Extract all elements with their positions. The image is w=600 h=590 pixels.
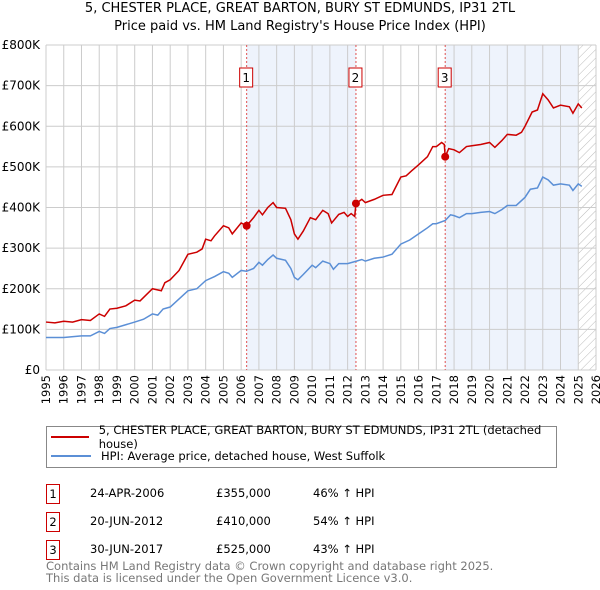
x-tick-label: 2026 — [589, 375, 600, 404]
x-tick-label: 2006 — [234, 375, 248, 404]
x-tick-label: 1996 — [57, 375, 71, 404]
footer-line-2: This data is licensed under the Open Gov… — [46, 571, 413, 585]
y-tick-label: £700K — [2, 79, 42, 93]
y-tick-label: £600K — [2, 119, 42, 133]
sale-price: £525,000 — [216, 542, 271, 556]
legend-label: 5, CHESTER PLACE, GREAT BARTON, BURY ST … — [98, 423, 542, 451]
x-tick-label: 2008 — [270, 375, 284, 404]
x-tick-label: 2000 — [128, 375, 142, 404]
x-tick-label: 2024 — [554, 375, 568, 404]
y-tick-label: £100K — [2, 322, 42, 336]
x-tick-label: 2023 — [536, 375, 550, 404]
sale-hpi-change: 54% ↑ HPI — [313, 514, 375, 528]
legend-item-hpi: HPI: Average price, detached house, West… — [51, 447, 385, 465]
x-tick-label: 2020 — [483, 375, 497, 404]
sale-label-box — [239, 67, 254, 88]
footer-line-1: Contains HM Land Registry data © Crown c… — [46, 559, 494, 573]
sale-label-box — [348, 67, 363, 88]
sale-price: £355,000 — [216, 486, 271, 500]
x-tick-label: 2003 — [181, 375, 195, 404]
x-tick-label: 2019 — [465, 375, 479, 404]
price-chart: 1995 1996 1997 1998 1999 2000 2001 2002 2003 2004… — [2, 38, 600, 404]
sale-hpi-change: 43% ↑ HPI — [313, 542, 375, 556]
y-tick-label: £0 — [25, 363, 40, 377]
x-tick-label: 2007 — [252, 375, 266, 404]
sale-point — [351, 199, 360, 208]
chart-title: 5, CHESTER PLACE, GREAT BARTON, BURY ST … — [84, 1, 516, 16]
x-tick-label: 2025 — [571, 375, 585, 404]
x-tick-label: 2016 — [412, 375, 426, 404]
y-tick-label: £200K — [2, 282, 42, 296]
x-tick-label: 1998 — [92, 375, 106, 404]
legend-label: HPI: Average price, detached house, West… — [101, 449, 386, 463]
sale-date: 20-JUN-2012 — [90, 514, 164, 528]
sale-label: 2 — [352, 71, 360, 85]
x-tick-label: 2022 — [518, 375, 532, 404]
sale-hpi-change: 46% ↑ HPI — [313, 486, 375, 500]
legend: 5, CHESTER PLACE, GREAT BARTON, BURY ST … — [46, 423, 557, 468]
hpi-line — [46, 176, 583, 339]
sale-date: 30-JUN-2017 — [90, 542, 164, 556]
sale-label: 1 — [242, 71, 250, 85]
x-tick-label: 2005 — [216, 375, 230, 404]
x-tick-label: 2010 — [305, 375, 319, 404]
legend-swatch-red — [51, 436, 89, 438]
x-tick-label: 2014 — [376, 375, 390, 404]
sale-price: £410,000 — [216, 514, 271, 528]
sale-number: 1 — [46, 484, 60, 504]
legend-swatch-blue — [51, 455, 91, 457]
sale-label-box — [437, 67, 452, 88]
x-tick-label: 2001 — [145, 375, 159, 404]
x-tick-label: 1999 — [110, 375, 124, 404]
y-tick-label: £500K — [2, 160, 42, 174]
sale-label: 3 — [441, 71, 449, 85]
x-tick-label: 2017 — [429, 375, 443, 404]
x-tick-label: 2011 — [323, 375, 337, 404]
chart-subtitle: Price paid vs. HM Land Registry's House … — [114, 19, 486, 34]
x-tick-label: 2012 — [341, 375, 355, 404]
x-tick-label: 2018 — [447, 375, 461, 404]
x-tick-label: 2009 — [287, 375, 301, 404]
y-tick-label: £300K — [2, 241, 42, 255]
sale-number: 2 — [46, 512, 60, 532]
x-tick-label: 2015 — [394, 375, 408, 404]
x-tick-label: 2004 — [199, 375, 213, 404]
property-price-line — [45, 92, 583, 324]
sale-point — [242, 221, 251, 230]
sale-point — [441, 152, 450, 161]
x-tick-label: 1997 — [74, 375, 88, 404]
x-tick-label: 2021 — [500, 375, 514, 404]
y-tick-label: £800K — [2, 38, 42, 52]
y-tick-label: £400K — [2, 201, 42, 215]
x-tick-label: 2013 — [358, 375, 372, 404]
x-tick-label: 1995 — [39, 375, 53, 404]
x-tick-label: 2002 — [163, 375, 177, 404]
sale-date: 24-APR-2006 — [90, 486, 165, 500]
legend-item-property: 5, CHESTER PLACE, GREAT BARTON, BURY ST … — [51, 423, 556, 451]
sale-number: 3 — [46, 540, 60, 560]
